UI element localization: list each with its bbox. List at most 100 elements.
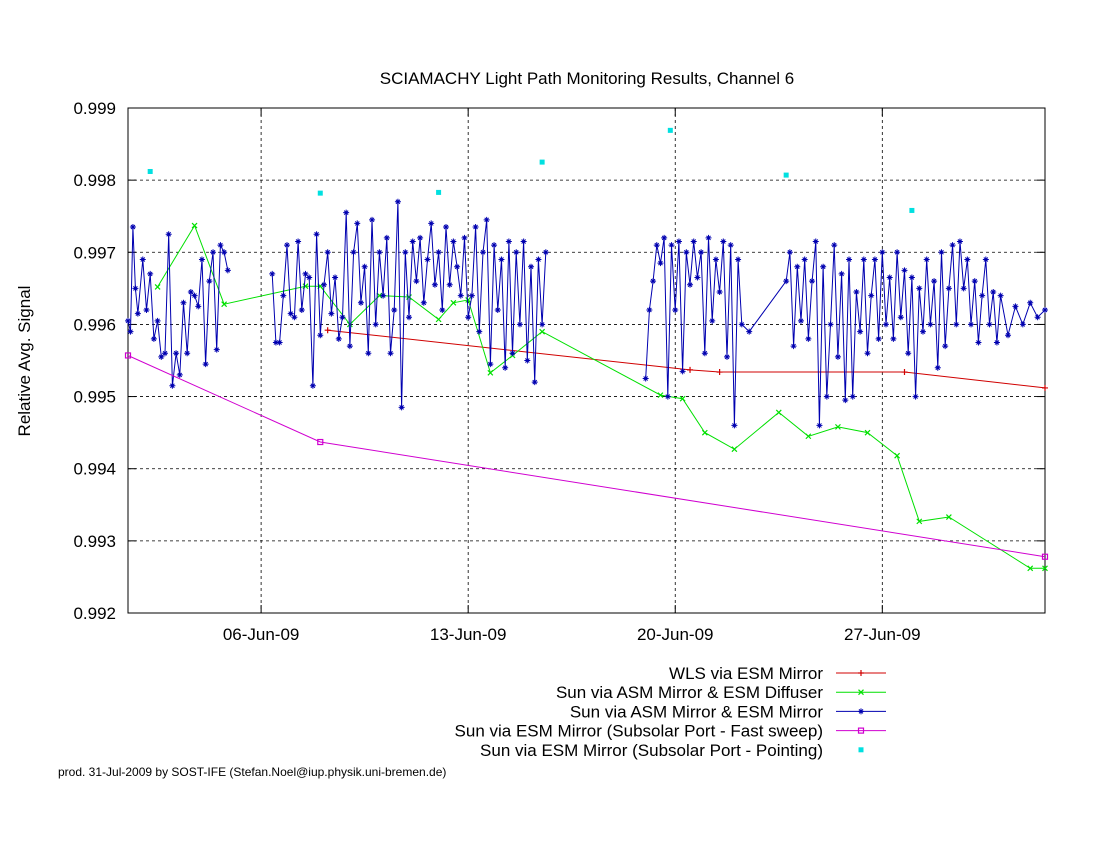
series-3-point (886, 274, 893, 281)
series-1-point (1042, 384, 1048, 391)
series-3-point (709, 317, 716, 324)
series-3-point (335, 335, 342, 342)
series-3-point (376, 249, 383, 256)
series-5-point (667, 127, 673, 133)
series-3-point (479, 249, 486, 256)
series-2-point (487, 369, 494, 376)
series-3-point (823, 393, 830, 400)
series-3-point (650, 278, 657, 285)
series-3-point (668, 242, 675, 249)
grid-lines (128, 108, 1045, 613)
series-2-point (731, 446, 738, 453)
series-3-point (361, 263, 368, 270)
series-3-point (513, 249, 520, 256)
series-3-point (883, 321, 890, 328)
series-3-point (295, 238, 302, 245)
series-1-point (687, 366, 694, 373)
series-3-point (993, 339, 1000, 346)
series-2-point (435, 316, 442, 323)
series-3-point (901, 267, 908, 274)
series-3-point (646, 307, 653, 313)
series-3-point (934, 364, 941, 371)
series-3-point (919, 328, 926, 335)
series-3-point (653, 242, 660, 249)
series-3-point (180, 299, 187, 306)
series-3-point (147, 270, 154, 277)
series-3-point (927, 321, 934, 328)
legend-label-1: WLS via ESM Mirror (669, 664, 823, 683)
series-3-point (173, 350, 180, 357)
series-3-point (125, 317, 131, 324)
series-3-point (971, 278, 978, 285)
series-3-point (783, 278, 790, 285)
series-3-point (302, 270, 309, 277)
series-4-line (127, 355, 1046, 558)
series-3-point (491, 242, 498, 249)
series-3-point (905, 350, 912, 357)
series-3-point (450, 238, 457, 245)
series-3-point (786, 249, 793, 256)
legend: WLS via ESM Mirror Sun via ASM Mirror & E… (455, 664, 886, 760)
series-2-point (657, 392, 664, 399)
series-3-point (195, 303, 202, 310)
y-tick-label: 0.997 (73, 243, 116, 262)
series-3-point (487, 361, 494, 368)
series-3-point (417, 234, 424, 241)
series-3-point (406, 314, 413, 321)
series-5-point (436, 189, 442, 195)
series-3-point (953, 321, 960, 328)
series-3-point (809, 278, 816, 285)
plot-frame (127, 107, 1046, 614)
series-3-point (875, 335, 882, 342)
series-2-point (221, 301, 228, 308)
series-3-point (820, 263, 827, 270)
series-5-point (909, 207, 915, 213)
series-3-point (871, 256, 878, 263)
series-3-point (853, 288, 860, 295)
series-5-point (783, 172, 789, 178)
x-axis: 06-Jun-09 13-Jun-09 20-Jun-09 27-Jun-09 (223, 108, 921, 644)
series-3-point (387, 350, 394, 357)
series-3-point (956, 238, 963, 245)
series-3-point (129, 224, 136, 231)
series-3-point (461, 234, 468, 241)
series-2-point (945, 514, 952, 520)
series-3-point (868, 292, 875, 299)
series-3-point (679, 368, 686, 375)
series-2-point (1027, 565, 1034, 572)
series-3-point (158, 353, 165, 360)
y-tick-label: 0.995 (73, 388, 116, 407)
series-3-point (982, 256, 989, 263)
legend-marker-4 (857, 727, 865, 734)
y-tick-label: 0.992 (73, 604, 116, 623)
series-3-point (317, 332, 324, 339)
series-3-point (997, 292, 1004, 299)
series-3-point (1019, 321, 1026, 328)
series-3-point (132, 285, 139, 292)
series-3-point (332, 274, 339, 281)
series-3-point (831, 242, 838, 249)
series-2-point (450, 299, 457, 306)
legend-label-4: Sun via ESM Mirror (Subsolar Port - Fast… (455, 722, 823, 741)
series-3-point (365, 350, 372, 357)
series-3-point (198, 256, 205, 263)
series-2-point (465, 296, 472, 303)
series-3-point (516, 321, 523, 328)
series-3-point (912, 393, 919, 400)
series-3-point (372, 321, 379, 328)
y-tick-label: 0.999 (73, 99, 116, 118)
series-3-point (428, 220, 435, 227)
series-3-point (187, 288, 194, 295)
legend-label-3: Sun via ASM Mirror & ESM Mirror (570, 702, 823, 721)
series-3-point (683, 249, 690, 256)
series-3-point (794, 263, 801, 270)
series-3-point (202, 361, 209, 368)
series-3-point (687, 281, 694, 288)
series-3-point (431, 281, 438, 288)
series-3-point (701, 350, 708, 357)
series-3-point (402, 249, 409, 256)
series-3-point (413, 278, 420, 285)
series-3-point (942, 343, 949, 350)
series-2-point (1042, 565, 1048, 572)
series-3-point (468, 292, 475, 299)
